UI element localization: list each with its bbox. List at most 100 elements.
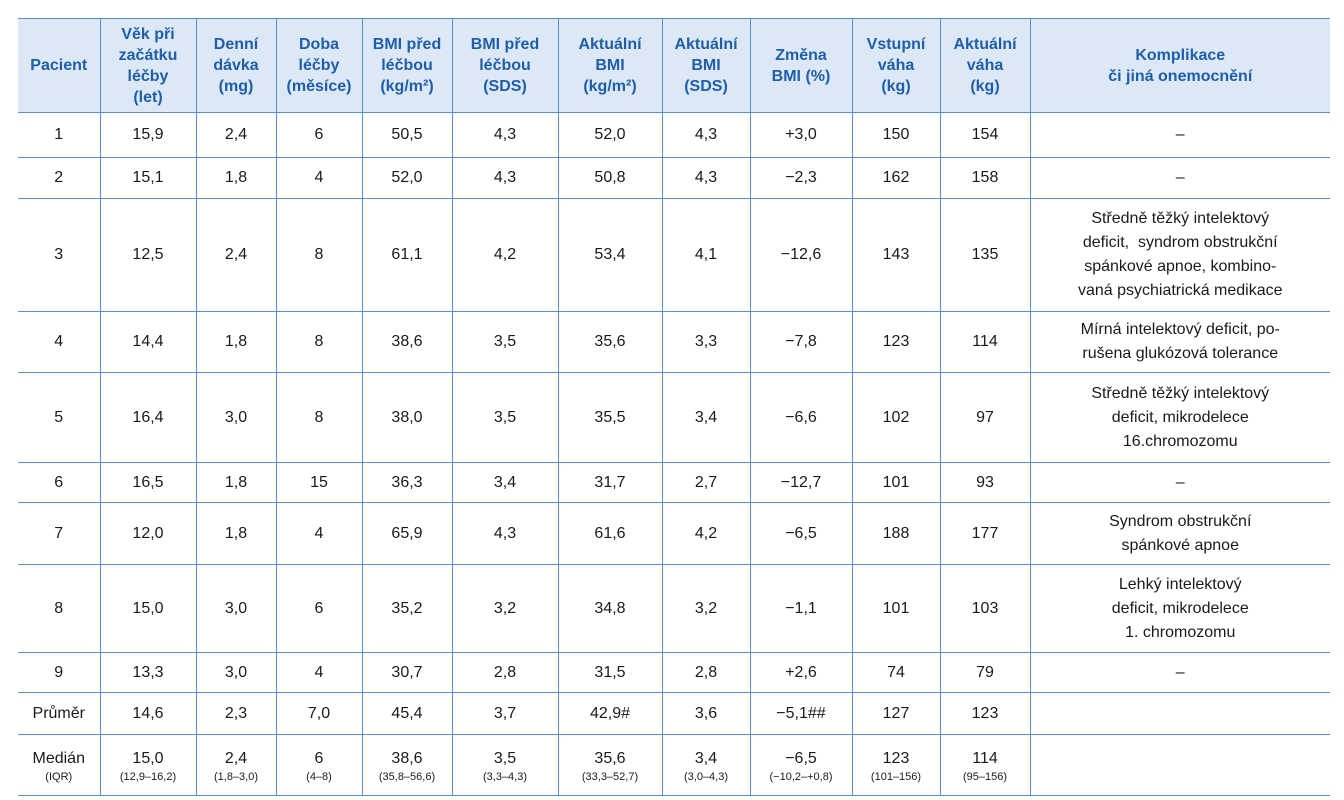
value-cell: 52,0 [557, 112, 663, 158]
value-cell: 3 [18, 198, 101, 312]
cell-text: 45,4 [391, 704, 423, 722]
complication-cell: Mírná intelektový deficit, po-rušena glu… [1029, 311, 1330, 373]
table-row: Průměr 14,6 2,3 7,0 45,4 3,7 42,9# 3,6 −5,1## 127… [18, 692, 1330, 735]
cell-text: 4,3 [493, 524, 517, 542]
value-cell: 4,3 [451, 112, 559, 158]
cell-text: 150 [882, 126, 910, 143]
complication-cell: Lehký intelektový deficit, mikrodelece 1. … [1029, 564, 1330, 653]
value-cell: 1,8 [195, 311, 277, 373]
value-cell: 52,0 [361, 157, 453, 199]
value-cell: 1,8 [195, 157, 277, 199]
cell-text: 3,4 [694, 749, 718, 767]
value-cell: 4 [275, 652, 363, 693]
value-cell: 1 [18, 112, 101, 158]
cell-text: Mírná intelektový deficit, po- [1080, 321, 1280, 338]
cell-text: 9 [54, 663, 64, 681]
table-row: 6 16,5 1,8 15 36,3 3,4 31,7 2,7 −12,7 101 93 – [18, 462, 1330, 503]
cell-text: 4,3 [493, 126, 517, 143]
cell-text: 4,3 [493, 169, 517, 186]
table-row: 9 13,3 3,0 4 30,7 2,8 31,5 2,8 +2,6 74 79 – [18, 652, 1330, 693]
value-cell: 154 [939, 112, 1031, 158]
header-line: Denní [213, 36, 259, 53]
table-row: 8 15,0 3,0 6 35,2 3,2 34,8 3,2 −1,1 101 103 Lehký i… [18, 564, 1330, 653]
cell-text: 1,8 [224, 524, 248, 542]
value-cell: 61,1 [361, 198, 453, 312]
value-cell: 50,8 [557, 157, 663, 199]
cell-text: 3,2 [694, 599, 718, 617]
header-line: váha [877, 57, 915, 74]
value-cell: 102 [851, 372, 941, 463]
cell-text: 30,7 [391, 663, 423, 681]
cell-text: 2,7 [694, 473, 718, 491]
value-cell: 61,6 [557, 502, 663, 565]
value-cell: −12,6 [749, 198, 853, 312]
cell-text: −12,7 [780, 473, 822, 491]
header-line: Věk při [121, 25, 175, 43]
value-cell: 101 [851, 462, 941, 503]
value-cell: 13,3 [99, 652, 197, 693]
header-line: BMI (%) [771, 67, 831, 85]
cell-text: 6 [314, 749, 324, 767]
header-line: léčbou [381, 57, 433, 74]
value-cell: 38,6 [361, 311, 453, 373]
header-line: (SDS) [483, 78, 527, 95]
cell-text: 15,0 [132, 599, 164, 617]
cell-text: −7,8 [785, 333, 817, 350]
cell-text: 34,8 [594, 599, 626, 617]
cell-text: – [1175, 126, 1185, 143]
cell-text: 65,9 [391, 524, 423, 542]
value-cell: 3,0 [195, 372, 277, 463]
cell-text: −1,1 [785, 599, 817, 617]
cell-text: 2,3 [224, 704, 248, 722]
header-line: (kg/m²) [583, 78, 637, 95]
iqr-text: (3,0–4,3) [683, 770, 729, 783]
cell-text: 4,1 [694, 246, 718, 263]
cell-text: spánkové apnoe [1121, 536, 1239, 554]
value-cell: +2,6 [749, 652, 853, 693]
cell-text: 50,8 [594, 169, 626, 186]
value-cell: 15,0 [99, 564, 197, 653]
value-cell: 8 [275, 198, 363, 312]
cell-text: 127 [882, 704, 910, 722]
value-cell: 123 (101–156) [851, 734, 941, 796]
value-cell: 188 [851, 502, 941, 565]
iqr-text: (3,3–4,3) [482, 770, 528, 783]
value-cell: 4 [275, 157, 363, 199]
value-cell: 3,4 [661, 372, 751, 463]
value-cell: 123 [851, 311, 941, 373]
complication-cell: – [1029, 157, 1330, 199]
cell-text: 3,6 [694, 704, 718, 722]
cell-text: 42,9# [589, 704, 631, 722]
cell-text: 3,4 [694, 408, 718, 426]
header-line: BMI před [470, 36, 540, 53]
cell-text: 2,4 [224, 246, 248, 263]
header-line: začátku [118, 46, 178, 64]
cell-text: rušena glukózová tolerance [1082, 345, 1279, 362]
cell-text: 1. chromozomu [1125, 623, 1236, 641]
value-cell: 7 [18, 502, 101, 565]
value-cell: 3,7 [451, 692, 559, 735]
cell-text: 2,4 [224, 749, 248, 767]
header-cell: BMI před léčbou (kg/m²) [361, 18, 453, 113]
cell-text: 93 [976, 473, 994, 491]
value-cell: 1,8 [195, 462, 277, 503]
value-cell: 97 [939, 372, 1031, 463]
value-cell: 74 [851, 652, 941, 693]
header-line: Doba [299, 36, 339, 53]
header-line: váha [966, 57, 1004, 74]
cell-text: 38,6 [391, 749, 423, 767]
cell-text: +2,6 [785, 663, 817, 681]
value-cell: 3,0 [195, 652, 277, 693]
cell-text: Medián [32, 749, 85, 767]
value-cell: 12,0 [99, 502, 197, 565]
value-cell: 16,5 [99, 462, 197, 503]
cell-text: −12,6 [780, 246, 822, 263]
cell-text: 6 [314, 126, 324, 143]
value-cell: 3,5 [451, 311, 559, 373]
cell-text: 4 [314, 663, 324, 681]
complication-cell [1029, 734, 1330, 796]
cell-text: 38,6 [391, 333, 423, 350]
cell-text: 4,2 [493, 246, 517, 263]
cell-text: 35,2 [391, 599, 423, 617]
